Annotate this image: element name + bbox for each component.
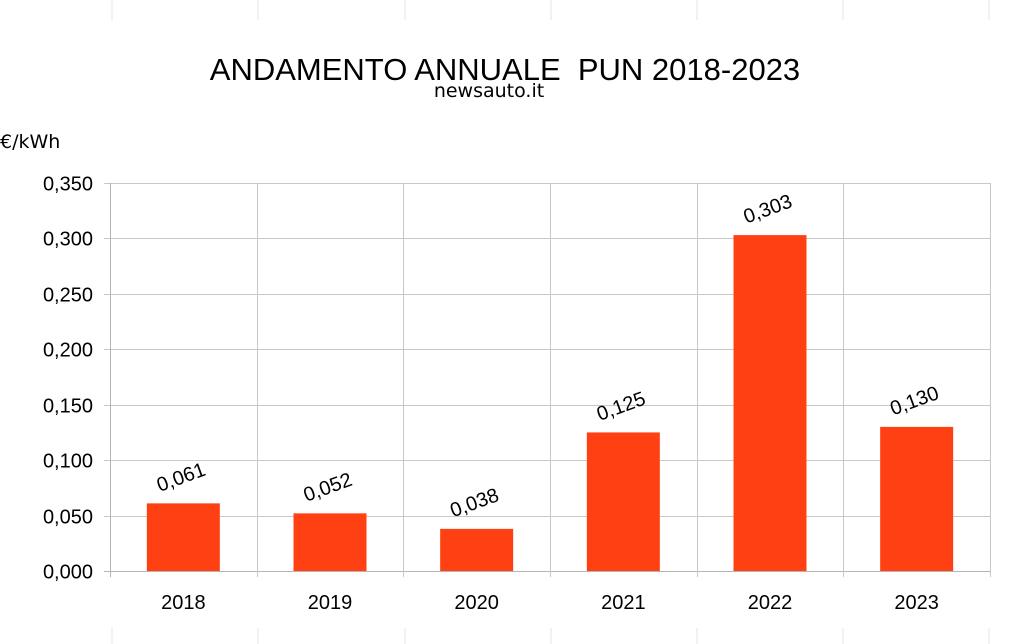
- y-tick-label: 0,200: [43, 340, 93, 362]
- data-label: 0,052: [301, 469, 356, 507]
- chart-title: ANDAMENTO ANNUALE PUN 2018-2023: [210, 52, 800, 87]
- x-tick-label: 2018: [161, 592, 206, 614]
- y-tick-label: 0,350: [43, 174, 93, 196]
- y-tick-label: 0,000: [43, 562, 93, 584]
- y-tick-label: 0,050: [43, 507, 93, 529]
- bar-2021: [586, 432, 660, 571]
- data-label: 0,130: [887, 382, 942, 420]
- bar-2018: [146, 503, 220, 571]
- data-label: 0,061: [154, 459, 209, 497]
- bar-2019: [293, 513, 367, 571]
- x-tick-label: 2019: [308, 592, 353, 614]
- x-tick-label: 2021: [601, 592, 646, 614]
- y-axis-label: €/kWh: [0, 131, 60, 153]
- y-axis-ticks: 0,000 0,050 0,100 0,150 0,200 0,250 0,300 0,350: [43, 174, 93, 584]
- x-axis-ticks: 2018 2019 2020 2021 2022 2023: [161, 592, 939, 614]
- background-grid-lines: [111, 0, 990, 644]
- y-tick-label: 0,100: [43, 451, 93, 473]
- bar-2022: [733, 235, 807, 572]
- y-tick-label: 0,300: [43, 229, 93, 251]
- x-tick-label: 2020: [454, 592, 499, 614]
- gridlines: [104, 183, 991, 577]
- data-label: 0,125: [594, 388, 649, 426]
- bars: [146, 235, 954, 572]
- bar-2023: [880, 426, 954, 571]
- bar-2020: [440, 528, 514, 571]
- x-tick-label: 2023: [894, 592, 939, 614]
- y-tick-label: 0,250: [43, 285, 93, 307]
- chart-subtitle: newsauto.it: [434, 80, 544, 102]
- data-label: 0,303: [741, 191, 796, 229]
- x-tick-label: 2022: [748, 592, 793, 614]
- y-tick-label: 0,150: [43, 396, 93, 418]
